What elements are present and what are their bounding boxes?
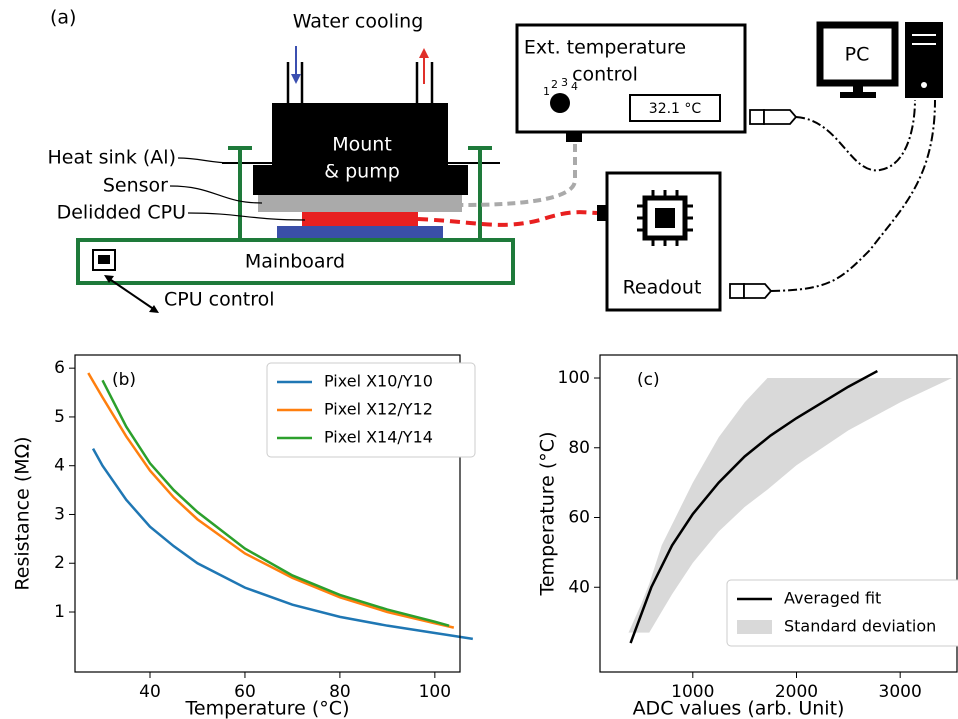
tower-slots [912,34,936,45]
legend-swatch [737,620,772,634]
x-tick-label: 1000 [671,682,714,702]
mount-base [253,165,468,195]
y-tick-label: 2 [54,553,65,573]
label: Ext. temperature [524,37,686,59]
label: Water cooling [293,11,424,33]
rj45-port [98,255,110,264]
series-line [87,372,455,629]
y-tick-label: 40 [568,577,590,597]
label: Mainboard [245,251,345,273]
legend-box [726,579,958,647]
y-tick-label: 1 [54,602,65,622]
usb [729,109,798,299]
sensor [258,195,462,212]
y-tick-label: 5 [54,407,65,427]
leaders [169,157,306,221]
dial-label: 1 [543,85,550,98]
legend-label: Pixel X12/Y12 [324,400,433,419]
dial-label: 4 [571,80,578,93]
y-tick-label: 60 [568,508,590,528]
legend-label: Averaged fit [784,589,881,608]
band [628,378,953,633]
cpu-base [277,226,443,240]
legend-label: Pixel X14/Y14 [324,428,433,447]
label: Mount [332,134,392,156]
mainboard [76,238,515,285]
display-text: 32.1 °C [649,101,702,117]
panel-label: (c) [637,370,660,390]
diagram: (a) Water cooling Mount & pump Mainboard… [48,7,943,313]
label: Readout [623,277,702,299]
dial-label: 3 [561,76,568,89]
posts [228,146,492,240]
label: & pump [324,161,400,183]
panel-label: (b) [112,370,136,390]
connector [597,205,607,221]
y-tick-label: 4 [54,456,65,476]
y-tick-label: 3 [54,504,65,524]
y-tick-label: 80 [568,438,590,458]
y-tick-label: 100 [558,368,590,388]
series-line [101,379,450,627]
series-line [629,369,878,644]
arrow-head [104,275,114,283]
monitor-foot [840,92,876,98]
display [629,94,721,122]
cpu [302,212,418,226]
label: Sensor [103,175,168,197]
connector [566,132,582,142]
x-tick-label: 2000 [775,682,818,702]
x-tick-label: 80 [329,682,351,702]
arrow-head [291,74,301,84]
dial [550,93,570,113]
monitor-stand [853,83,863,93]
y-axis-label: Temperature (°C) [537,432,559,597]
x-axis-label: Temperature (°C) [185,698,350,719]
dial-label: 2 [551,78,558,91]
x-tick-label: 40 [139,682,161,702]
label: PC [845,44,870,66]
cable [417,210,598,227]
panel-label: (a) [50,7,76,29]
x-axis-label: ADC values (arb. Unit) [633,698,845,719]
x-tick-label: 60 [234,682,256,702]
pipes [286,62,434,103]
chip-core [655,208,675,228]
label: control [572,64,638,86]
label: CPU control [164,289,275,311]
arrow-head [419,48,429,58]
legend-label: Standard deviation [784,617,936,636]
cable [461,144,577,207]
mount [272,103,448,168]
y-axis-label: Resistance (MΩ) [12,436,34,590]
legend-label: Pixel X10/Y10 [324,372,433,391]
cables [770,99,936,292]
legend-box [266,362,476,458]
label: Delidded CPU [57,202,186,224]
charts: 40 60 80 100 1 2 3 4 5 6 (b) Temperature (°C) Resist… [12,354,958,719]
axes-frame [599,354,958,673]
monitor [816,21,899,87]
arrow [107,277,156,311]
axes-frame [74,354,461,673]
label: Heat sink (Al) [48,147,176,169]
y-tick-label: 6 [54,358,65,378]
tower-button [921,82,927,88]
arrow-head [149,305,159,313]
x-tick-label: 100 [419,682,451,702]
chip-pins [637,190,693,246]
x-tick-label: 3000 [879,682,922,702]
series-line [91,448,474,641]
